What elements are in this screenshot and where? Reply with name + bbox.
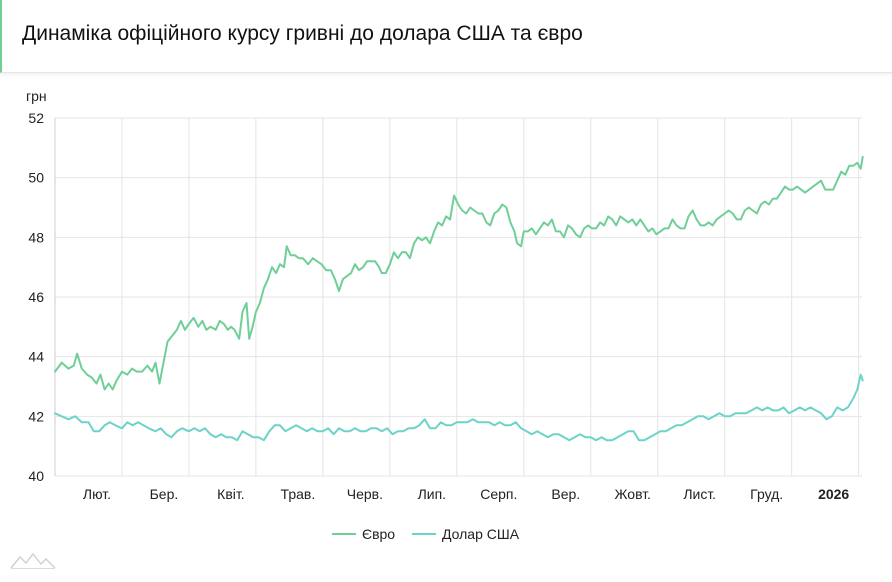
legend-item-0[interactable]: Євро xyxy=(332,526,395,542)
series-line-1 xyxy=(54,373,864,442)
legend[interactable]: Євро Долар США xyxy=(332,526,520,542)
series-line-0 xyxy=(54,155,864,391)
x-tick-label: Черв. xyxy=(347,486,383,502)
y-tick-label: 40 xyxy=(28,468,44,484)
x-tick-label: Жовт. xyxy=(615,486,651,502)
legend-label: Долар США xyxy=(442,526,520,542)
x-tick-label: Лют. xyxy=(83,486,111,502)
y-tick-label: 48 xyxy=(28,229,44,245)
axes: 40 42 44 46 48 50 52 Лют. Бер. Квіт. Трав. Черв. Лип… xyxy=(26,88,849,502)
x-tick-label: Бер. xyxy=(150,486,179,502)
legend-label: Євро xyxy=(362,526,395,542)
x-tick-label: Груд. xyxy=(750,486,783,502)
y-tick-label: 46 xyxy=(28,289,44,305)
grid-lines xyxy=(55,117,862,477)
x-tick-label: 2026 xyxy=(818,486,849,502)
y-tick-label: 42 xyxy=(28,408,44,424)
mountain-logo-icon xyxy=(10,552,56,569)
y-tick-label: 44 xyxy=(28,349,44,365)
page-title: Динаміка офіційного курсу гривні до дола… xyxy=(22,22,583,45)
x-tick-label: Серп. xyxy=(480,486,517,502)
x-tick-label: Трав. xyxy=(281,486,316,502)
x-tick-label: Лист. xyxy=(683,486,716,502)
legend-item-1[interactable]: Долар США xyxy=(412,526,520,542)
chart-header: Динаміка офіційного курсу гривні до дола… xyxy=(0,0,892,73)
x-tick-label: Лип. xyxy=(418,486,446,502)
y-axis-unit-label: грн xyxy=(26,88,47,104)
x-tick-label: Квіт. xyxy=(217,486,244,502)
y-tick-label: 50 xyxy=(28,170,44,186)
series-lines xyxy=(54,155,864,442)
y-tick-label: 52 xyxy=(28,110,44,126)
x-tick-label: Вер. xyxy=(551,486,580,502)
